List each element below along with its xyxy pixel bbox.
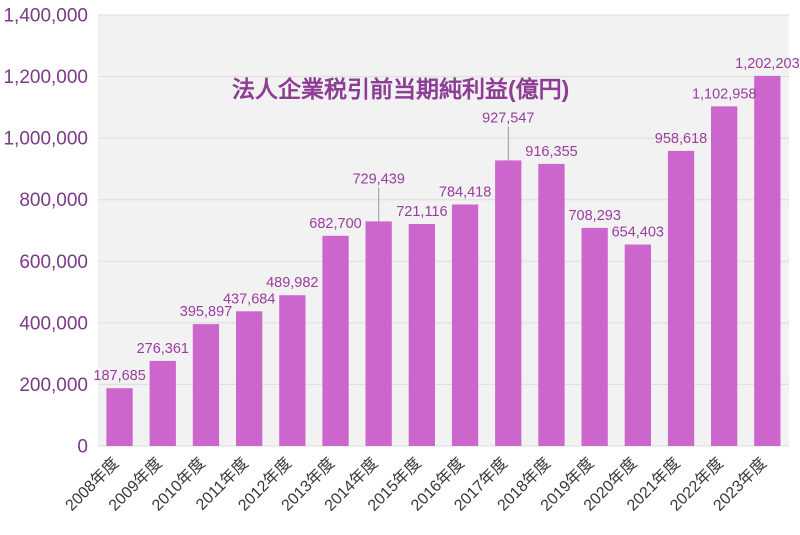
svg-text:708,293: 708,293: [568, 208, 620, 224]
svg-text:200,000: 200,000: [19, 375, 88, 396]
svg-text:600,000: 600,000: [19, 252, 88, 273]
svg-text:682,700: 682,700: [309, 216, 361, 232]
svg-text:1,000,000: 1,000,000: [3, 129, 88, 150]
svg-text:489,982: 489,982: [266, 275, 318, 291]
svg-text:927,547: 927,547: [482, 110, 534, 126]
svg-text:800,000: 800,000: [19, 190, 88, 211]
svg-text:1,202,203: 1,202,203: [735, 56, 800, 72]
svg-text:916,355: 916,355: [525, 144, 577, 160]
svg-text:法人企業税引前当期純利益(億円): 法人企業税引前当期純利益(億円): [232, 76, 569, 102]
svg-text:958,618: 958,618: [655, 131, 707, 147]
svg-text:1,102,958: 1,102,958: [692, 86, 757, 102]
svg-text:400,000: 400,000: [19, 313, 88, 334]
svg-text:729,439: 729,439: [352, 171, 404, 187]
svg-text:0: 0: [77, 437, 88, 458]
svg-text:654,403: 654,403: [612, 225, 664, 241]
svg-text:721,116: 721,116: [396, 204, 447, 220]
svg-text:437,684: 437,684: [223, 291, 275, 307]
svg-text:784,418: 784,418: [439, 185, 491, 201]
svg-text:276,361: 276,361: [137, 341, 189, 357]
svg-text:1,400,000: 1,400,000: [3, 6, 88, 27]
svg-text:1,200,000: 1,200,000: [3, 67, 88, 88]
svg-text:187,685: 187,685: [93, 368, 145, 384]
